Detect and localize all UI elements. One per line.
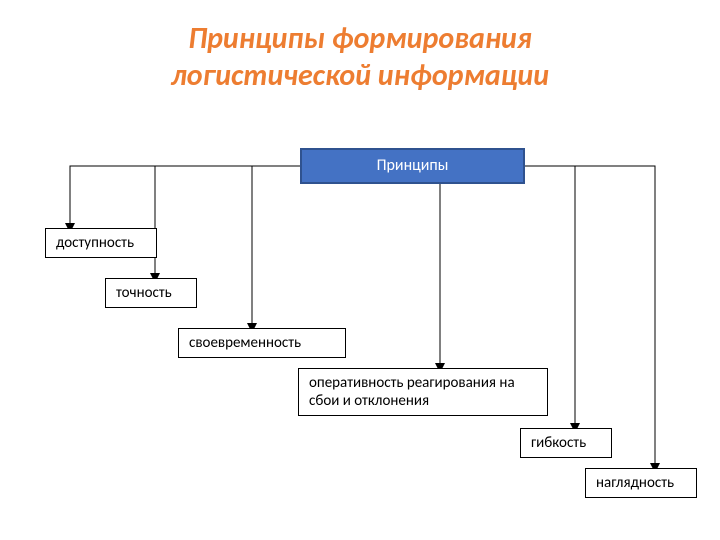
leaf-node: точность <box>105 278 197 308</box>
leaf-node: доступность <box>45 228 157 258</box>
leaf-node: наглядность <box>585 468 697 498</box>
root-node: Принципы <box>300 148 525 184</box>
slide-title: Принципы формирования логистической инфо… <box>0 20 720 94</box>
title-line1: Принципы формирования <box>188 20 532 57</box>
leaf-label: оперативность реагирования на сбои и отк… <box>309 374 537 410</box>
leaf-label: доступность <box>56 234 134 252</box>
leaf-label: своевременность <box>189 334 301 352</box>
leaf-label: наглядность <box>596 474 674 492</box>
leaf-label: точность <box>116 284 172 302</box>
connector-line <box>155 166 300 278</box>
root-label: Принципы <box>377 156 449 175</box>
leaf-node: своевременность <box>178 328 346 358</box>
connector-line <box>70 166 300 228</box>
leaf-label: гибкость <box>531 434 586 452</box>
connector-line <box>252 166 300 328</box>
leaf-node: оперативность реагирования на сбои и отк… <box>298 368 548 416</box>
connector-line <box>525 166 655 468</box>
leaf-node: гибкость <box>520 428 612 458</box>
title-line2: логистической информации <box>171 57 549 94</box>
